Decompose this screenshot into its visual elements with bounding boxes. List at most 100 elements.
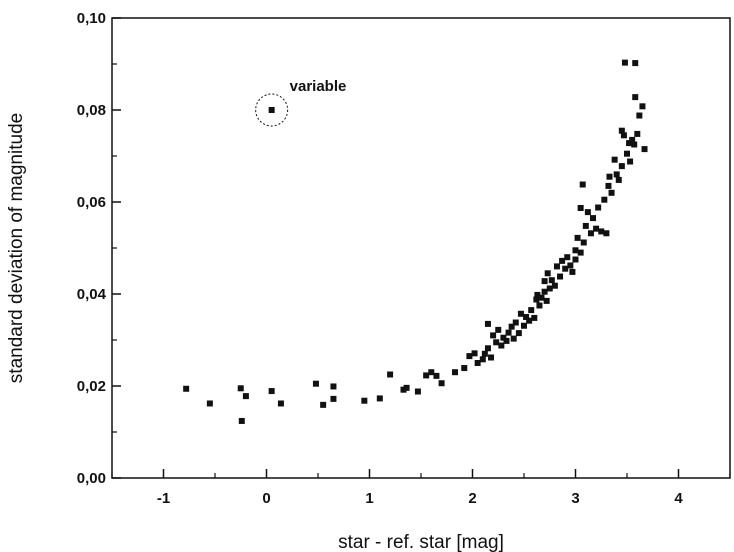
data-point xyxy=(626,140,633,147)
data-point xyxy=(466,353,473,360)
data-point xyxy=(636,112,643,119)
data-point xyxy=(551,282,558,289)
data-point xyxy=(474,360,481,366)
y-tick-label: 0,10 xyxy=(77,10,106,27)
data-point xyxy=(414,388,421,395)
data-point xyxy=(631,141,638,148)
data-points xyxy=(183,59,648,424)
data-point xyxy=(423,372,430,379)
data-point xyxy=(495,326,502,333)
data-point xyxy=(312,380,319,387)
x-axis-label: star - ref. star [mag] xyxy=(338,532,504,552)
y-axis: 0,00 0,02 0,04 0,06 0,08 0,10 xyxy=(77,10,121,487)
data-point xyxy=(618,163,625,170)
y-axis-label: standard deviation of magnitude xyxy=(6,113,27,383)
data-point xyxy=(238,417,245,424)
y-tick-label: 0,02 xyxy=(77,378,106,395)
data-point xyxy=(508,323,515,330)
data-point xyxy=(521,322,527,329)
y-tick-label: 0,00 xyxy=(77,470,106,487)
data-point xyxy=(433,372,440,379)
data-point xyxy=(601,196,608,203)
x-tick-label: 1 xyxy=(365,490,373,507)
data-point xyxy=(533,296,540,303)
data-point xyxy=(564,254,571,261)
data-point xyxy=(580,239,587,246)
data-point xyxy=(587,230,594,237)
data-point xyxy=(608,189,615,196)
x-tick-label: 2 xyxy=(468,490,476,507)
data-point xyxy=(605,182,612,189)
data-point xyxy=(526,317,533,324)
data-point xyxy=(268,388,275,395)
data-point xyxy=(490,332,497,339)
data-point xyxy=(582,222,589,229)
y-tick-label: 0,04 xyxy=(77,286,107,303)
data-point xyxy=(611,156,618,163)
data-point xyxy=(615,176,622,183)
plot-frame xyxy=(111,17,731,479)
data-point xyxy=(572,256,579,263)
data-point xyxy=(569,268,576,275)
data-point xyxy=(618,127,625,134)
data-point xyxy=(641,146,648,153)
data-point xyxy=(606,173,613,180)
data-point xyxy=(438,380,445,387)
data-point xyxy=(536,302,543,309)
data-point xyxy=(590,215,597,222)
data-point xyxy=(403,384,410,391)
data-point xyxy=(451,369,458,376)
data-point xyxy=(541,288,548,295)
data-point xyxy=(593,225,600,232)
data-point xyxy=(523,314,530,320)
data-point xyxy=(632,60,639,67)
data-point xyxy=(510,335,517,342)
data-point xyxy=(471,350,478,357)
data-point xyxy=(621,59,628,66)
x-tick-label: -1 xyxy=(157,490,170,507)
data-point xyxy=(461,365,468,372)
data-point xyxy=(517,310,524,317)
data-point xyxy=(484,345,491,352)
data-point xyxy=(242,393,249,400)
data-point xyxy=(481,350,488,357)
data-point xyxy=(237,385,244,392)
y-tick-label: 0,08 xyxy=(77,102,106,119)
data-point xyxy=(330,383,337,390)
data-point xyxy=(629,136,636,143)
data-point xyxy=(627,158,634,165)
data-point xyxy=(557,273,564,280)
data-point xyxy=(277,400,284,407)
data-point xyxy=(634,130,641,137)
data-point xyxy=(387,371,394,378)
data-point xyxy=(595,204,602,211)
data-point xyxy=(503,337,510,344)
data-point xyxy=(528,307,535,314)
data-point xyxy=(330,395,337,402)
x-tick-label: 0 xyxy=(262,490,270,507)
data-point xyxy=(624,150,630,157)
data-point xyxy=(567,262,574,269)
data-point xyxy=(584,209,591,216)
data-point xyxy=(531,314,538,321)
data-point xyxy=(603,230,610,237)
data-point xyxy=(500,334,507,341)
data-point xyxy=(538,294,545,301)
y-tick-label: 0,06 xyxy=(77,194,106,211)
data-point xyxy=(639,103,646,110)
data-point xyxy=(488,354,495,361)
data-point xyxy=(484,320,491,327)
data-point xyxy=(546,285,553,292)
data-point xyxy=(553,263,560,270)
data-point xyxy=(515,330,522,337)
data-point xyxy=(559,257,566,264)
data-point xyxy=(543,297,550,304)
data-point xyxy=(541,278,548,285)
data-point xyxy=(428,369,435,376)
data-point xyxy=(534,291,541,298)
data-point xyxy=(577,249,584,256)
data-point xyxy=(400,386,407,393)
annotation-label: variable xyxy=(290,78,347,95)
data-point xyxy=(361,397,368,404)
